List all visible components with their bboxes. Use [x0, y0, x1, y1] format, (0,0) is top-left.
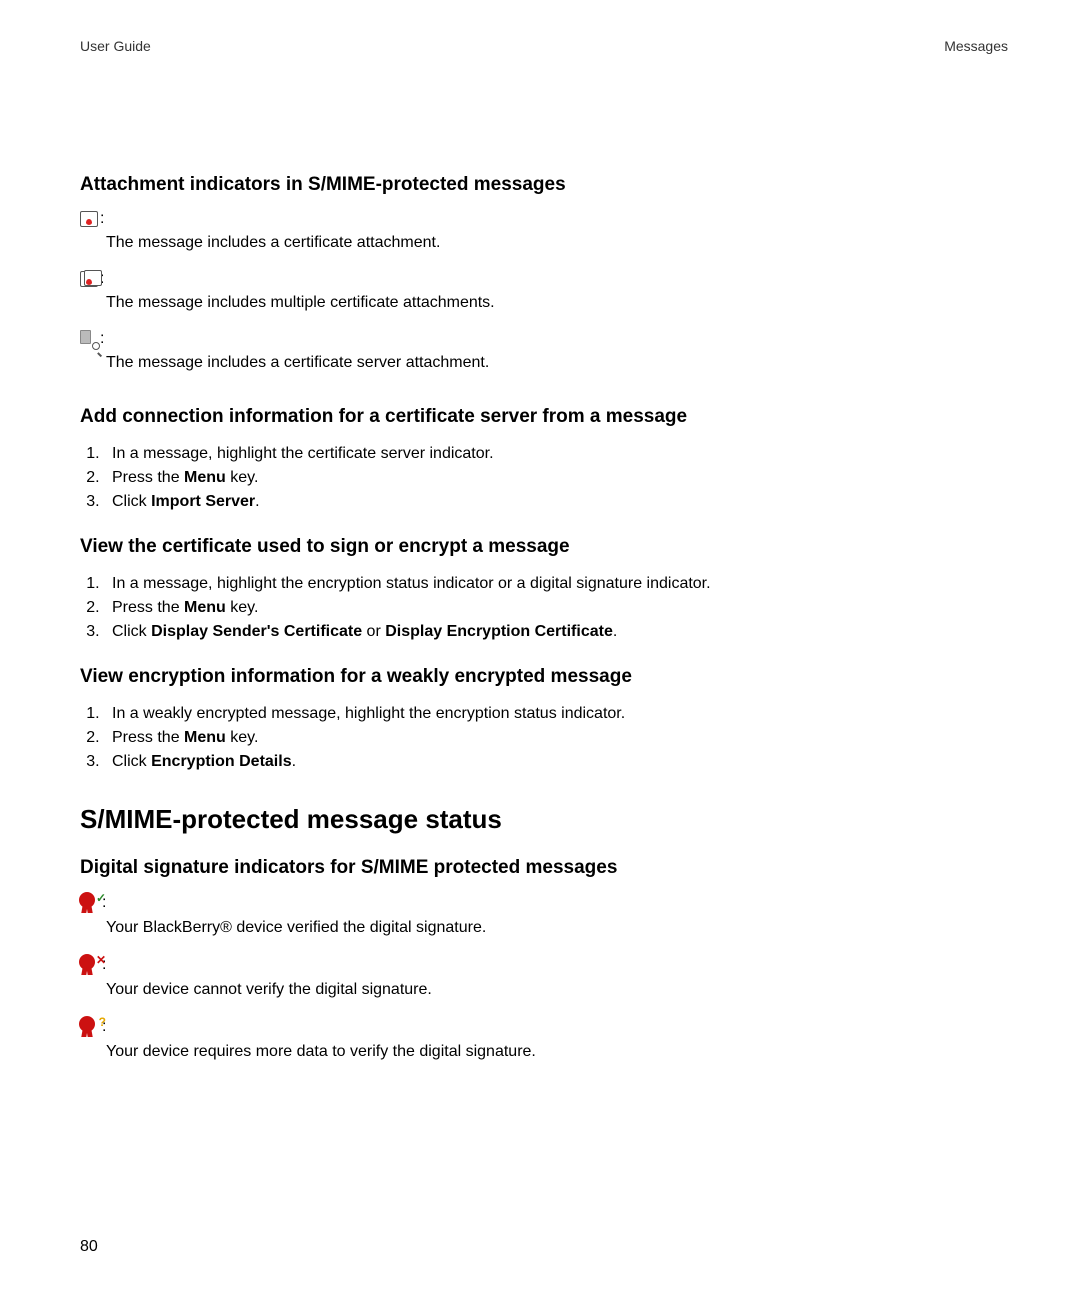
heading-view-certificate: View the certificate used to sign or enc… [80, 536, 1008, 558]
list-item: In a message, highlight the certificate … [104, 442, 1008, 466]
header-left: User Guide [80, 38, 151, 54]
page-number: 80 [80, 1238, 98, 1256]
heading-view-encryption: View encryption information for a weakly… [80, 666, 1008, 688]
list-item: In a weakly encrypted message, highlight… [104, 702, 1008, 726]
step-text: key. [226, 599, 259, 616]
step-text: key. [226, 469, 259, 486]
list-item: In a message, highlight the encryption s… [104, 572, 1008, 596]
signature-desc-1: Your BlackBerry® device verified the dig… [106, 919, 1008, 937]
certificate-server-attachment-icon [80, 330, 98, 348]
step-text: Press the [112, 599, 184, 616]
step-bold: Import Server [151, 493, 255, 510]
step-bold: Display Sender's Certificate [151, 623, 362, 640]
signature-verified-icon: ✓ [80, 893, 100, 913]
list-item: Press the Menu key. [104, 726, 1008, 750]
list-item: Press the Menu key. [104, 466, 1008, 490]
colon: : [100, 330, 104, 348]
steps-add-connection: In a message, highlight the certificate … [80, 442, 1008, 514]
indicator-desc-3: The message includes a certificate serve… [106, 354, 1008, 372]
list-item: Press the Menu key. [104, 596, 1008, 620]
step-bold: Menu [184, 469, 226, 486]
step-text: . [255, 493, 259, 510]
step-bold: Display Encryption Certificate [385, 623, 613, 640]
step-text: . [613, 623, 617, 640]
signature-desc-3: Your device requires more data to verify… [106, 1043, 1008, 1061]
step-text: . [292, 753, 296, 770]
heading-digital-signature-indicators: Digital signature indicators for S/MIME … [80, 857, 1008, 879]
indicator-desc-1: The message includes a certificate attac… [106, 234, 1008, 252]
step-text: Click [112, 623, 151, 640]
step-bold: Menu [184, 599, 226, 616]
signature-unverified-icon: ✕ [80, 955, 100, 975]
colon: : [100, 210, 104, 228]
heading-add-connection: Add connection information for a certifi… [80, 406, 1008, 428]
step-text: Press the [112, 729, 184, 746]
signature-more-data-icon: ? [80, 1017, 100, 1037]
step-text: In a message, highlight the certificate … [112, 445, 494, 462]
step-bold: Encryption Details [151, 753, 291, 770]
page-header: User Guide Messages [80, 38, 1008, 54]
step-text: key. [226, 729, 259, 746]
step-text: In a weakly encrypted message, highlight… [112, 705, 625, 722]
list-item: Click Import Server. [104, 490, 1008, 514]
step-text: Click [112, 493, 151, 510]
step-bold: Menu [184, 729, 226, 746]
indicator-desc-2: The message includes multiple certificat… [106, 294, 1008, 312]
list-item: Click Display Sender's Certificate or Di… [104, 620, 1008, 644]
step-text: Press the [112, 469, 184, 486]
heading-attachment-indicators: Attachment indicators in S/MIME-protecte… [80, 174, 1008, 196]
heading-smime-status: S/MIME-protected message status [80, 804, 1008, 835]
steps-view-encryption: In a weakly encrypted message, highlight… [80, 702, 1008, 774]
certificate-attachment-icon [80, 211, 98, 227]
step-text: Click [112, 753, 151, 770]
header-right: Messages [944, 38, 1008, 54]
step-text: or [362, 623, 385, 640]
list-item: Click Encryption Details. [104, 750, 1008, 774]
signature-desc-2: Your device cannot verify the digital si… [106, 981, 1008, 999]
steps-view-certificate: In a message, highlight the encryption s… [80, 572, 1008, 644]
step-text: In a message, highlight the encryption s… [112, 575, 711, 592]
multiple-certificate-attachment-icon [80, 271, 98, 287]
